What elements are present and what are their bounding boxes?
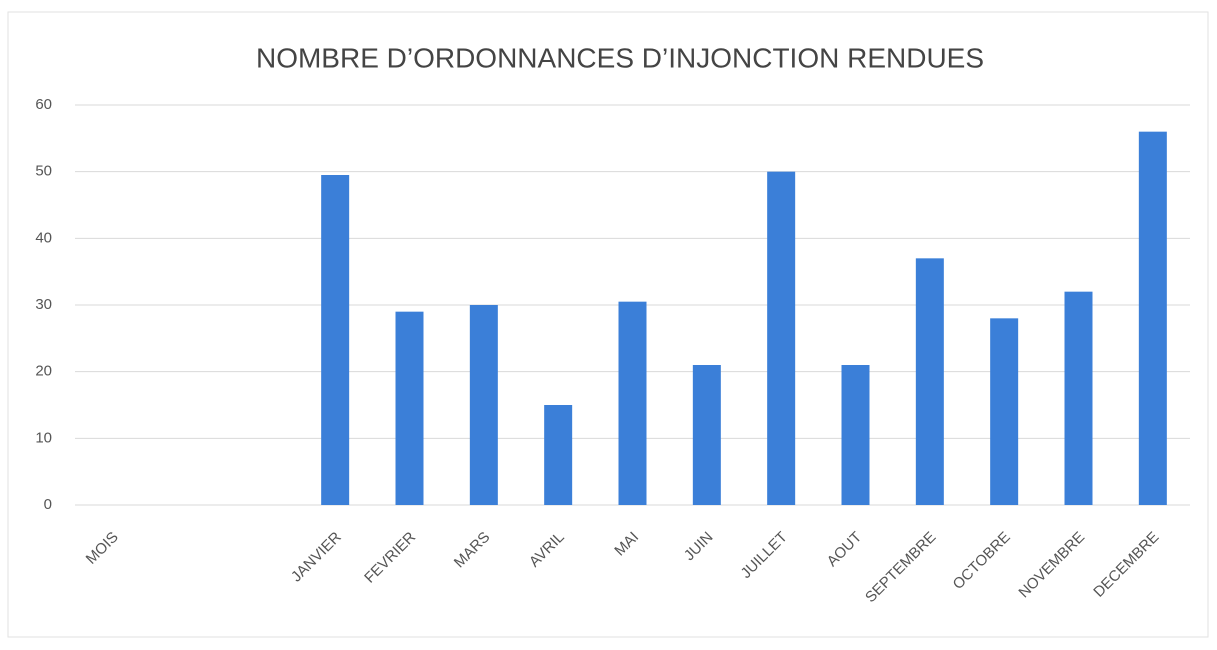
- bar: [692, 365, 721, 505]
- x-tick-label: MOIS: [83, 529, 122, 568]
- x-tick-label: DECEMBRE: [1090, 529, 1162, 601]
- bar: [990, 318, 1019, 505]
- x-tick-label: FEVRIER: [361, 528, 419, 586]
- bar: [1064, 291, 1093, 505]
- x-tick-label: NOVEMBRE: [1015, 529, 1088, 602]
- x-tick-label: MAI: [611, 529, 642, 560]
- y-tick-label: 50: [35, 163, 52, 180]
- bar: [841, 365, 870, 505]
- x-tick-label: AOUT: [824, 529, 865, 570]
- y-tick-label: 40: [35, 229, 52, 246]
- chart-border: [7, 11, 1209, 638]
- y-tick-label: 20: [35, 363, 52, 380]
- y-tick-label: 10: [35, 429, 52, 446]
- bar: [618, 301, 647, 505]
- x-tick-label: JUIN: [681, 529, 717, 565]
- y-tick-label: 30: [35, 296, 52, 313]
- x-tick-label: SEPTEMBRE: [862, 529, 939, 606]
- x-tick-label: AVRIL: [526, 529, 568, 571]
- x-tick-label: MARS: [451, 529, 494, 572]
- x-tick-label: JANVIER: [288, 529, 345, 586]
- y-tick-label: 0: [44, 496, 52, 513]
- x-tick-label: OCTOBRE: [950, 529, 1014, 593]
- x-tick-label: JUILLET: [738, 529, 791, 582]
- bar: [915, 258, 944, 505]
- y-tick-label: 60: [35, 96, 52, 113]
- bar: [544, 405, 573, 505]
- bar: [321, 175, 350, 505]
- bar: [767, 171, 796, 505]
- chart-title: NOMBRE D’ORDONNANCES D’INJONCTION RENDUE…: [256, 42, 984, 73]
- bar: [1138, 131, 1167, 505]
- bar: [395, 311, 424, 505]
- bar: [469, 305, 498, 505]
